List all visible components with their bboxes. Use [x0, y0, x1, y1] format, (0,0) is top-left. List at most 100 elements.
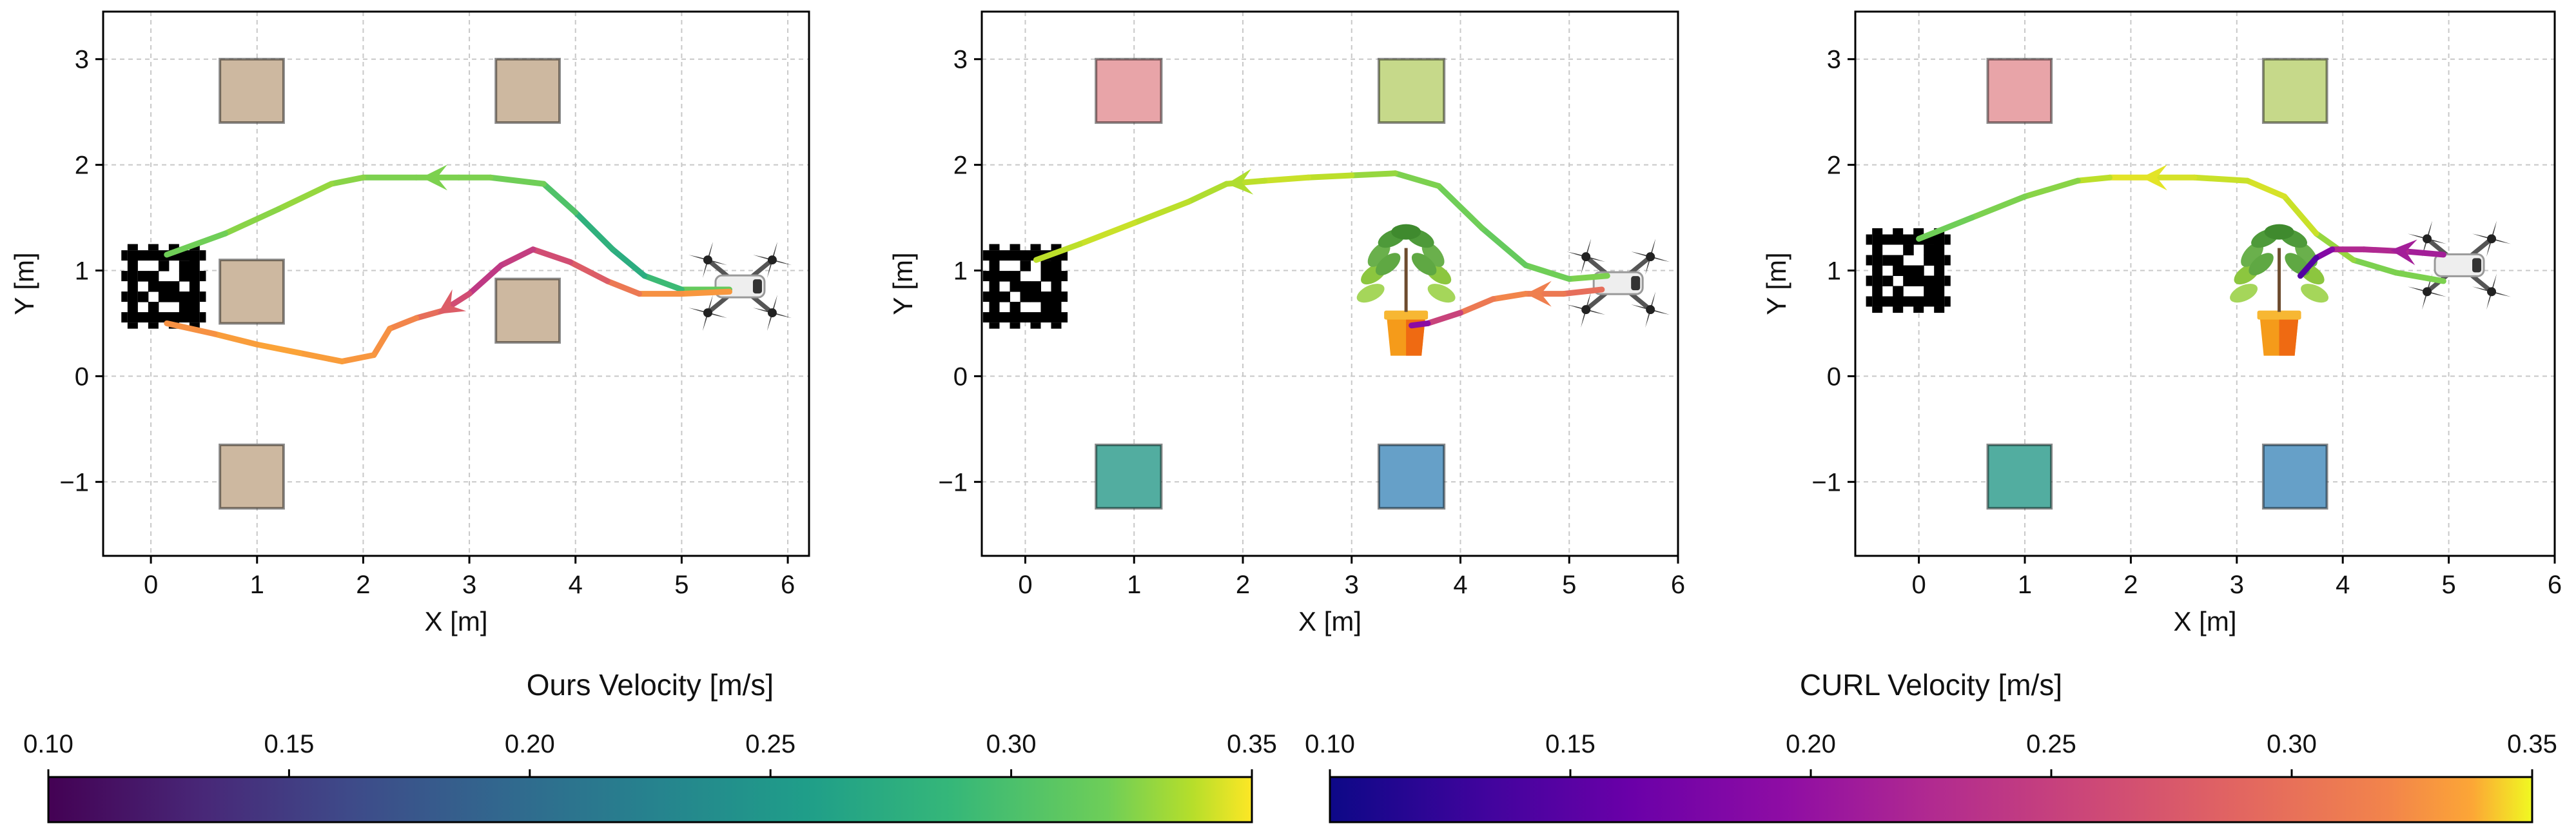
potted-plant-icon — [2227, 224, 2332, 356]
aruco-marker-icon — [983, 244, 1068, 328]
trajectory-segment — [543, 184, 575, 212]
marker-bit — [179, 291, 190, 302]
obstacle-box — [1987, 59, 2051, 123]
aruco-marker-icon — [1866, 228, 1951, 313]
drone-motor — [2487, 287, 2496, 296]
colorbar-tick-label: 0.15 — [264, 730, 314, 758]
marker-edge — [983, 250, 990, 261]
marker-bit — [1031, 281, 1042, 292]
trajectory-segment — [2078, 177, 2109, 181]
marker-edge — [1031, 322, 1041, 329]
drone-motor — [768, 308, 777, 317]
y-tick-label: 0 — [953, 362, 968, 391]
x-ticks: 0 1 2 3 4 5 6 — [1912, 556, 2562, 599]
trajectory-segment — [612, 250, 644, 276]
x-axis-label: X [m] — [2173, 606, 2236, 636]
trajectory-segment — [257, 344, 300, 353]
marker-edge — [1913, 307, 1924, 313]
trajectory-segment — [1308, 175, 1352, 177]
obstacle-box — [496, 59, 560, 123]
y-tick-label: −1 — [59, 468, 89, 497]
drone-motor — [2487, 234, 2496, 243]
plant-leaf — [1354, 280, 1387, 306]
colorbar-tick-label: 0.30 — [986, 730, 1037, 758]
obstacle-box — [1379, 59, 1444, 123]
marker-edge — [128, 322, 138, 329]
drone-motor — [1581, 305, 1590, 314]
marker-bit — [1893, 255, 1904, 266]
trajectory-segment — [225, 209, 278, 233]
trajectory-segment — [607, 281, 639, 294]
marker-bit — [159, 281, 170, 292]
marker-bit — [1924, 276, 1935, 287]
x-tick-label: 2 — [2123, 571, 2138, 599]
marker-bit — [159, 291, 170, 302]
marker-edge — [200, 271, 206, 281]
marker-edge — [128, 244, 138, 250]
marker-bit — [1913, 266, 1924, 277]
x-tick-label: 5 — [2441, 571, 2455, 599]
x-tick-label: 3 — [2230, 571, 2244, 599]
marker-bit — [1020, 291, 1031, 302]
obstacles — [1987, 59, 2327, 509]
marker-edge — [1866, 297, 1873, 307]
trajectory-panel-ours-1: 0123456 −10123 X [m] Y [m] — [9, 12, 809, 636]
marker-edge — [1062, 312, 1068, 322]
y-tick-label: −1 — [1811, 468, 1841, 497]
obstacle-box — [220, 59, 284, 123]
y-axis-label: Y [m] — [888, 252, 918, 315]
x-tick-label: 3 — [462, 571, 476, 599]
colorbar-gradient — [1330, 777, 2532, 822]
marker-edge — [983, 271, 990, 281]
trajectory-segment — [2194, 177, 2247, 181]
y-tick-label: 1 — [953, 257, 968, 286]
marker-edge — [1944, 235, 1951, 245]
y-tick-label: 0 — [1827, 362, 1841, 391]
x-axis-label: X [m] — [424, 606, 487, 636]
marker-edge — [200, 250, 206, 261]
marker-bit — [179, 271, 190, 282]
marker-bit — [1903, 245, 1914, 256]
x-tick-label: 1 — [2018, 571, 2032, 599]
grid-lines — [982, 12, 1678, 556]
trajectory-segment — [1189, 184, 1227, 202]
plot-frame — [103, 12, 809, 556]
marker-edge — [121, 250, 128, 261]
x-tick-label: 0 — [144, 571, 158, 599]
marker-bit — [1000, 291, 1011, 302]
trajectory-segment — [2247, 181, 2285, 197]
marker-bit — [179, 261, 190, 271]
y-tick-label: −1 — [938, 468, 968, 497]
x-tick-label: 3 — [1345, 571, 1359, 599]
marker-bit — [1031, 291, 1042, 302]
trajectory-segment — [1972, 197, 2025, 218]
marker-edge — [200, 312, 206, 322]
obstacle-box — [220, 260, 284, 323]
marker-edge — [1944, 255, 1951, 266]
x-tick-label: 6 — [1671, 571, 1685, 599]
marker-bit — [1893, 266, 1904, 277]
marker-edge — [1913, 228, 1924, 235]
y-tick-label: 3 — [1827, 46, 1841, 74]
marker-edge — [1866, 276, 1873, 286]
obstacle-box — [1096, 445, 1161, 508]
marker-edge — [148, 244, 159, 250]
colorbar-title: CURL Velocity [m/s] — [1800, 668, 2062, 702]
marker-bit — [1041, 302, 1052, 313]
trajectory-segment — [501, 250, 532, 266]
x-ticks: 0 1 2 3 4 5 6 — [1018, 556, 1685, 599]
colorbar-tick-label: 0.15 — [1545, 730, 1595, 758]
grid-lines — [103, 12, 809, 556]
trajectory-segment — [1569, 276, 1607, 279]
obstacles — [220, 59, 560, 509]
trajectory-segment — [1461, 299, 1494, 313]
trajectories — [1036, 169, 1607, 326]
trajectory-segment — [2025, 181, 2078, 197]
marker-edge — [1944, 297, 1951, 307]
obstacle-box — [1379, 445, 1444, 508]
x-tick-label: 4 — [1453, 571, 1467, 599]
marker-bit — [1924, 286, 1935, 297]
trajectory-segment — [533, 250, 571, 262]
marker-edge — [1872, 228, 1882, 235]
marker-bit — [179, 302, 190, 313]
